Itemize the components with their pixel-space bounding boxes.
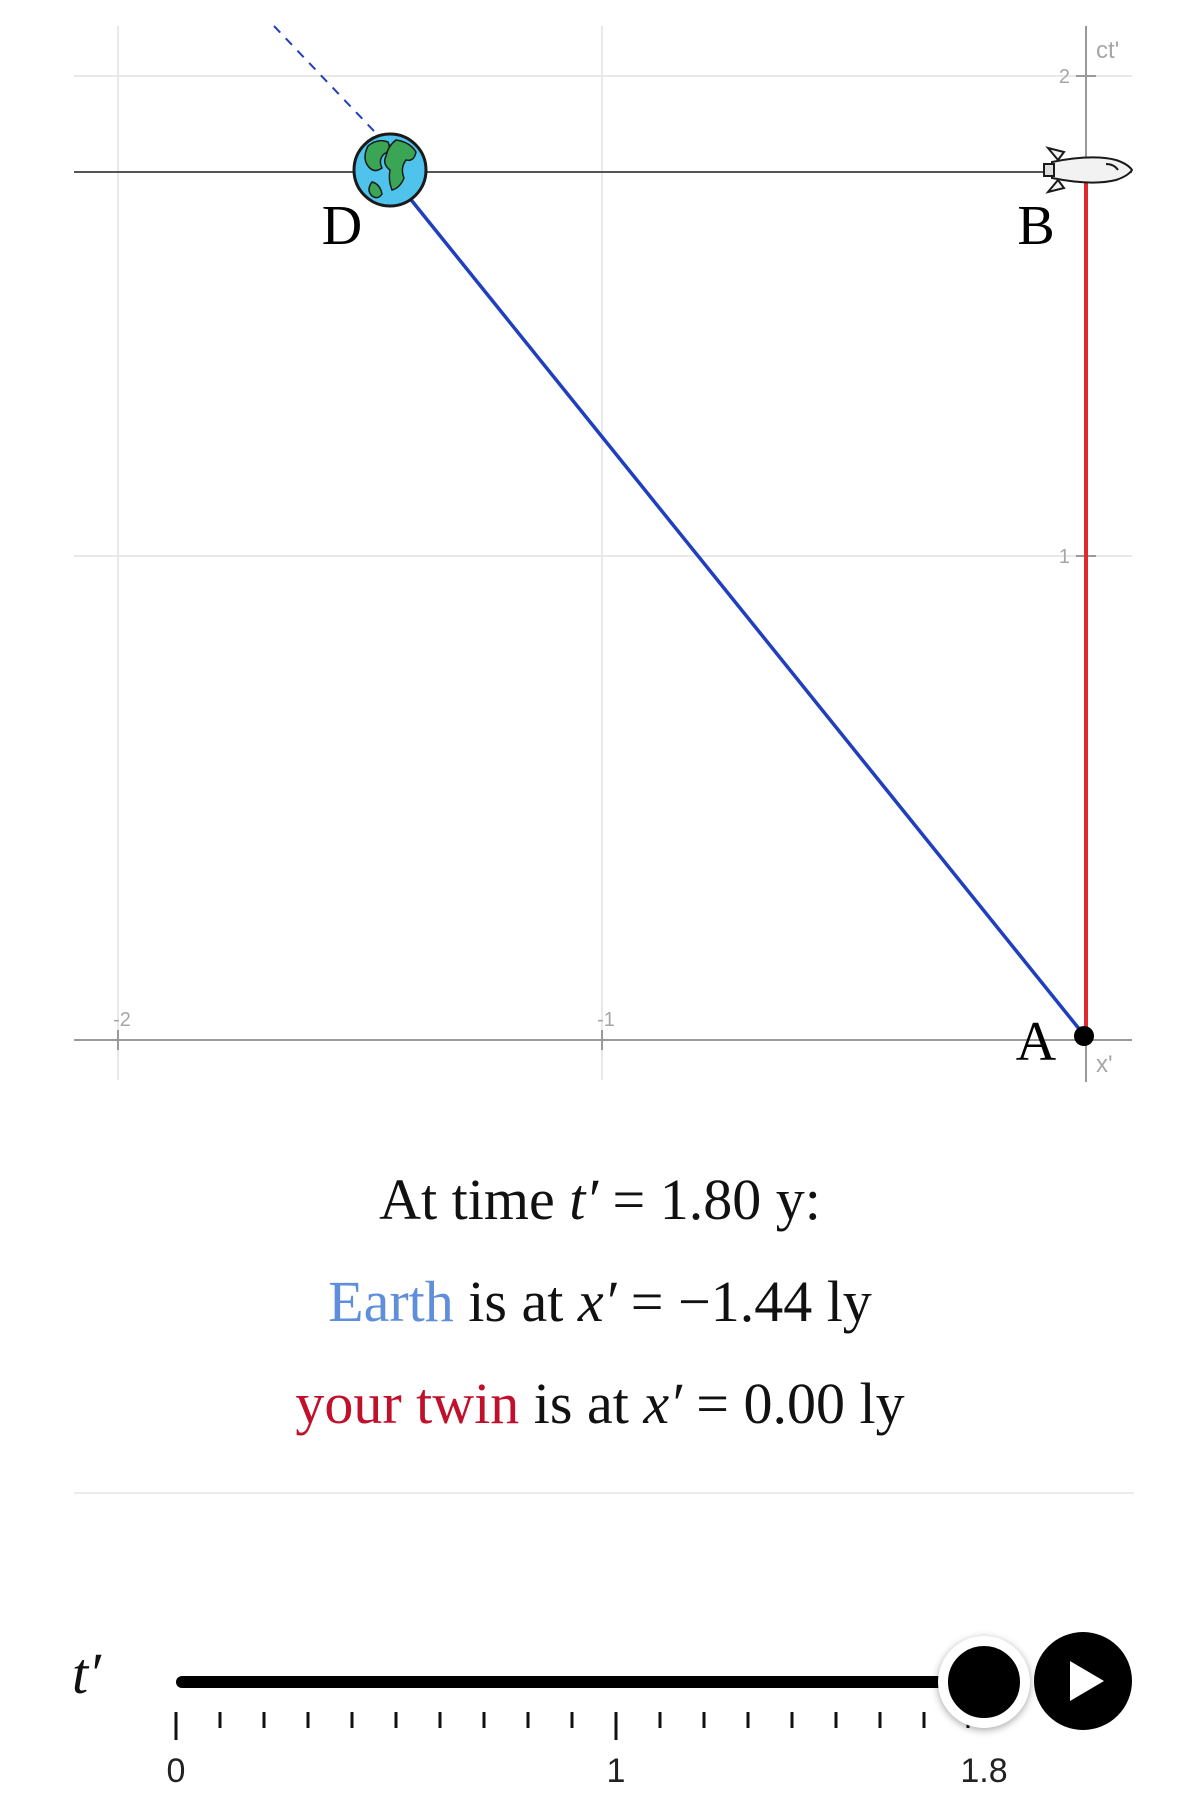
earth-position-value: −1.44 ly [677,1269,872,1334]
slider-tick-label-1-8: 1.8 [960,1752,1008,1790]
x-prime-symbol: x′ [577,1269,617,1334]
point-b-label: B [1017,195,1054,257]
earth-worldline [406,194,1082,1032]
t-prime-symbol: t′ [569,1167,599,1232]
grid [74,26,1132,1080]
twin-position-value: 0.00 ly [743,1371,905,1436]
time-slider-thumb[interactable] [938,1636,1030,1728]
slider-label: t′ [72,1641,101,1706]
equals-sign: = [630,1269,664,1334]
x-tick-label-minus2: -2 [113,1009,131,1031]
ct-axis-label: ct' [1096,37,1119,64]
x-prime-symbol: x′ [643,1371,682,1436]
slider-tick-label-0: 0 [166,1752,186,1790]
x-tick-label-minus1: -1 [597,1009,615,1031]
time-readout: At time t′ = 1.80 y: [0,1166,1200,1233]
is-at-text: is at [468,1269,564,1334]
divider [74,1492,1134,1494]
play-icon [1070,1661,1104,1701]
earth-word: Earth [328,1269,454,1334]
x-axis-label: x' [1096,1051,1113,1078]
slider-tick-label-1: 1 [606,1752,626,1790]
point-d-label: D [322,195,362,257]
point-a-label: A [1016,1011,1057,1073]
twin-position-readout: your twin is at x′ = 0.00 ly [0,1370,1200,1437]
ct-tick-label-2: 2 [1059,66,1070,88]
earth-icon [352,132,428,208]
point-a-marker [1074,1026,1094,1046]
ct-tick-label-1: 1 [1059,546,1070,568]
play-button[interactable] [1034,1632,1132,1730]
time-slider-track[interactable] [176,1676,984,1688]
twin-word: your twin [295,1371,520,1436]
spacetime-diagram: -2 -1 1 2 ct' x' A B D [74,25,1134,1082]
earth-worldline-future [273,25,393,151]
time-value: 1.80 y: [659,1167,821,1232]
earth-position-readout: Earth is at x′ = −1.44 ly [0,1268,1200,1335]
time-prefix: At time [379,1167,555,1232]
slider-ticks [174,1712,970,1740]
is-at-text: is at [533,1371,629,1436]
spaceship-icon [1043,146,1134,194]
equals-sign: = [612,1167,646,1232]
equals-sign: = [696,1371,729,1436]
